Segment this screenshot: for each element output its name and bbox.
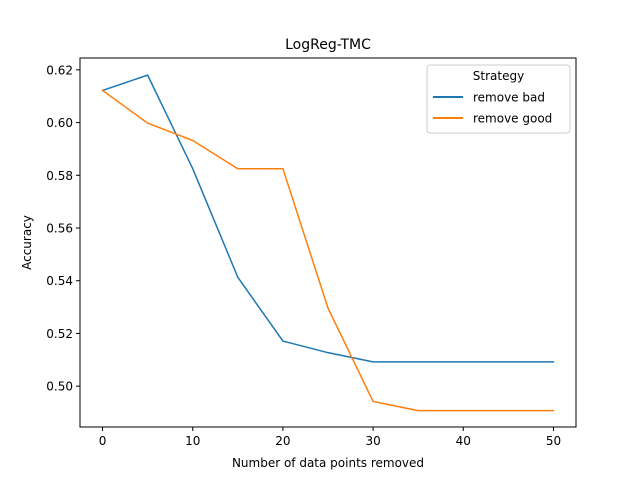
y-tick-label-5: 0.60 [46,116,73,130]
chart-title: LogReg-TMC [285,37,371,53]
y-tick-label-4: 0.58 [46,169,73,183]
legend: Strategy remove bad remove good [426,64,571,134]
y-tick-label-1: 0.52 [46,327,73,341]
x-tick-label-5: 50 [546,434,561,448]
legend-label-remove-bad: remove bad [473,91,545,105]
y-tick-label-0: 0.50 [46,380,73,394]
x-tick-label-1: 10 [185,434,200,448]
legend-box [426,64,571,134]
y-tick-label-2: 0.54 [46,274,73,288]
series-line-1 [101,89,555,412]
x-axis-label: Number of data points removed [232,456,424,470]
x-tick-label-4: 40 [456,434,471,448]
series-line-0 [101,74,555,363]
legend-label-remove-good: remove good [473,112,552,126]
y-axis-label: Accuracy [20,215,34,270]
plot-area: 0 10 20 30 40 50 0.50 0.52 0.54 0.56 0.58 0.60 0.62 [46,63,561,448]
axes-frame [79,57,577,428]
y-tick-label-3: 0.56 [46,222,73,236]
x-tick-label-0: 0 [99,434,107,448]
y-tick-label-6: 0.62 [46,63,73,77]
x-tick-label-3: 30 [365,434,380,448]
legend-title: Strategy [473,69,524,83]
x-tick-label-2: 20 [275,434,290,448]
